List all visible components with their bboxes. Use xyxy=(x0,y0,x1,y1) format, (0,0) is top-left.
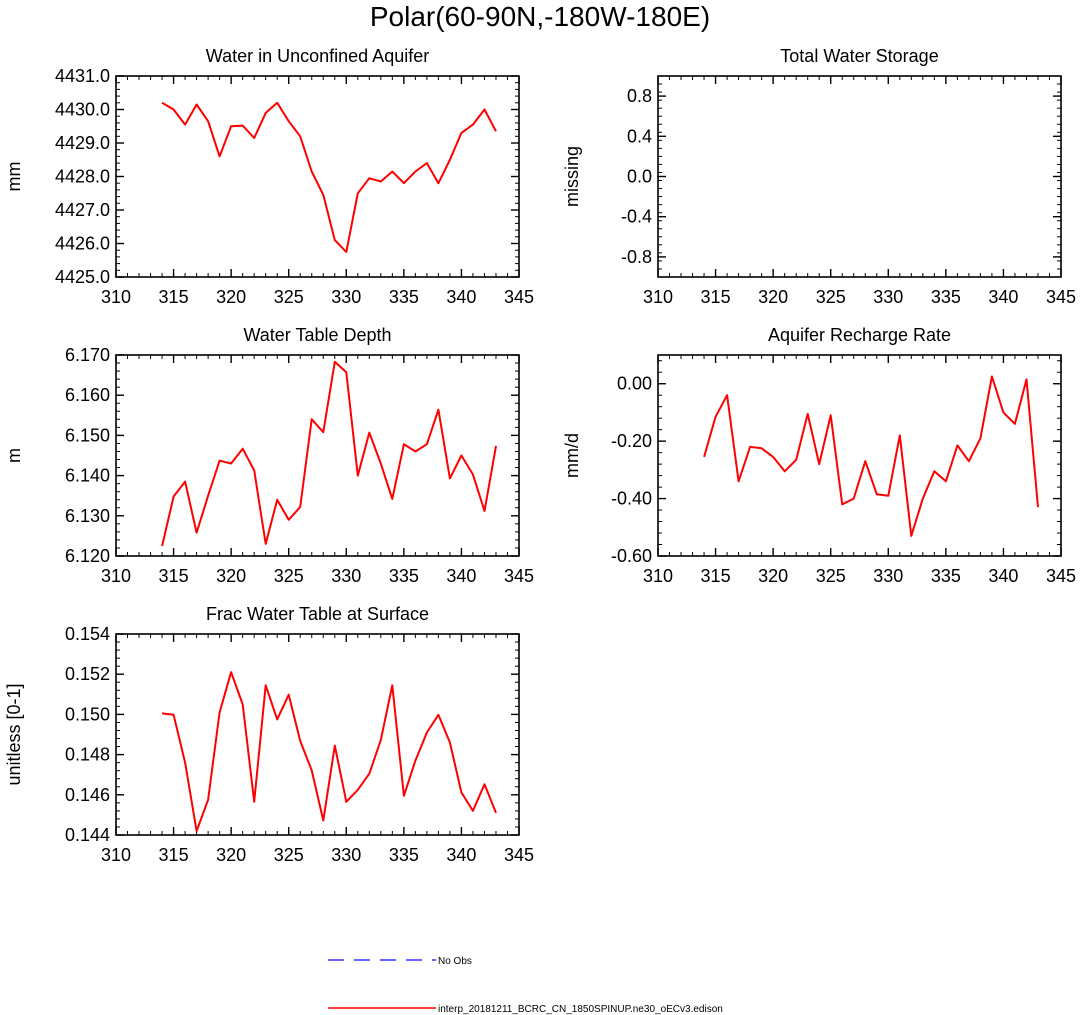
x-tick-label: 330 xyxy=(331,845,361,865)
y-tick-label: 0.148 xyxy=(65,745,110,765)
y-tick-label: 6.130 xyxy=(65,506,110,526)
plot-frame xyxy=(115,354,520,557)
x-tick-label: 320 xyxy=(216,566,246,586)
series-line-water-table-depth xyxy=(161,360,497,547)
y-tick-label: 0.0 xyxy=(627,167,652,187)
panel-title-water-table-depth: Water Table Depth xyxy=(243,325,391,345)
y-tick-label: 0.4 xyxy=(627,126,652,146)
y-tick-label: 0.152 xyxy=(65,664,110,684)
y-tick-label: 4430.0 xyxy=(55,100,110,120)
x-tick-label: 340 xyxy=(446,845,476,865)
x-tick-label: 315 xyxy=(159,845,189,865)
plot-frame xyxy=(657,354,1062,557)
y-axis-label: mm xyxy=(4,162,24,192)
panel-title-aquifer-recharge-rate: Aquifer Recharge Rate xyxy=(768,325,951,345)
chart-panels: Water in Unconfined Aquifer 310 315 320 325 3… xyxy=(4,46,1076,865)
x-tick-label: 315 xyxy=(701,287,731,307)
series-line-water-in-unconfined-aquifer xyxy=(161,101,497,253)
y-tick-label: 6.170 xyxy=(65,345,110,365)
y-tick-label: 6.140 xyxy=(65,466,110,486)
x-tick-label: 315 xyxy=(701,566,731,586)
x-tick-label: 345 xyxy=(504,287,534,307)
x-tick-label: 310 xyxy=(643,566,673,586)
y-tick-label: 0.154 xyxy=(65,624,110,644)
y-tick-label: 4429.0 xyxy=(55,133,110,153)
y-tick-label: 0.146 xyxy=(65,785,110,805)
y-tick-label: -0.60 xyxy=(611,546,652,566)
x-tick-label: 310 xyxy=(101,845,131,865)
panel-title-water-in-unconfined-aquifer: Water in Unconfined Aquifer xyxy=(206,46,429,66)
x-tick-label: 335 xyxy=(389,287,419,307)
y-axis-label: m xyxy=(4,448,24,463)
panel-frac-water-table-at-surface: Frac Water Table at Surface 310 315 320 325 3… xyxy=(4,604,534,865)
y-axis-label: mm/d xyxy=(562,433,582,478)
y-axis-label: missing xyxy=(562,146,582,207)
panel-title-frac-water-table-at-surface: Frac Water Table at Surface xyxy=(206,604,429,624)
x-tick-label: 335 xyxy=(931,566,961,586)
x-tick-label: 335 xyxy=(931,287,961,307)
plot-frame xyxy=(115,633,520,836)
y-tick-label: 6.120 xyxy=(65,546,110,566)
legend: No Obs interp_20181211_BCRC_CN_1850SPINU… xyxy=(328,956,723,1015)
y-tick-label: 4427.0 xyxy=(55,200,110,220)
y-tick-label: 0.00 xyxy=(617,374,652,394)
x-tick-label: 325 xyxy=(274,287,304,307)
x-tick-label: 340 xyxy=(446,287,476,307)
y-tick-label: -0.8 xyxy=(621,247,652,267)
y-tick-label: 0.144 xyxy=(65,825,110,845)
legend-label-model: interp_20181211_BCRC_CN_1850SPINUP.ne30_… xyxy=(438,1004,723,1015)
x-tick-label: 310 xyxy=(101,566,131,586)
x-tick-label: 325 xyxy=(274,566,304,586)
y-tick-label: 6.160 xyxy=(65,385,110,405)
x-tick-label: 315 xyxy=(159,287,189,307)
y-axis-label: unitless [0-1] xyxy=(4,683,24,785)
x-tick-label: 345 xyxy=(1046,287,1076,307)
y-tick-label: 4425.0 xyxy=(55,267,110,287)
y-tick-label: -0.20 xyxy=(611,431,652,451)
series-line-frac-water-table-at-surface xyxy=(161,671,497,832)
x-tick-label: 335 xyxy=(389,566,419,586)
x-tick-label: 335 xyxy=(389,845,419,865)
x-tick-label: 345 xyxy=(504,566,534,586)
y-tick-label: 4428.0 xyxy=(55,167,110,187)
x-tick-label: 340 xyxy=(988,566,1018,586)
y-tick-label: 4426.0 xyxy=(55,234,110,254)
y-tick-label: 6.150 xyxy=(65,425,110,445)
x-tick-label: 330 xyxy=(331,566,361,586)
panel-total-water-storage: Total Water Storage 310 315 320 325 330 335 340… xyxy=(562,46,1076,307)
panel-aquifer-recharge-rate: Aquifer Recharge Rate 310 315 320 325 330 335 3… xyxy=(562,325,1076,586)
x-tick-label: 310 xyxy=(643,287,673,307)
y-tick-label: 4431.0 xyxy=(55,66,110,86)
panel-water-table-depth: Water Table Depth 310 315 320 325 330 335 340 34… xyxy=(4,325,534,586)
x-tick-label: 340 xyxy=(446,566,476,586)
x-tick-label: 320 xyxy=(216,287,246,307)
panel-water-in-unconfined-aquifer: Water in Unconfined Aquifer 310 315 320 325 3… xyxy=(4,46,534,307)
series-line-aquifer-recharge-rate xyxy=(703,375,1039,537)
x-tick-label: 330 xyxy=(873,287,903,307)
x-tick-label: 345 xyxy=(1046,566,1076,586)
x-tick-label: 310 xyxy=(101,287,131,307)
x-tick-label: 315 xyxy=(159,566,189,586)
x-tick-label: 325 xyxy=(816,287,846,307)
y-tick-label: -0.40 xyxy=(611,489,652,509)
x-tick-label: 320 xyxy=(216,845,246,865)
x-tick-label: 320 xyxy=(758,566,788,586)
x-tick-label: 325 xyxy=(274,845,304,865)
panel-title-total-water-storage: Total Water Storage xyxy=(780,46,938,66)
y-tick-label: 0.150 xyxy=(65,704,110,724)
x-tick-label: 345 xyxy=(504,845,534,865)
x-tick-label: 330 xyxy=(873,566,903,586)
figure-title: Polar(60-90N,-180W-180E) xyxy=(370,1,710,32)
plot-frame xyxy=(657,75,1062,278)
plot-frame xyxy=(115,75,520,278)
legend-label-no-obs: No Obs xyxy=(438,956,472,967)
y-tick-label: -0.4 xyxy=(621,207,652,227)
x-tick-label: 340 xyxy=(988,287,1018,307)
y-tick-label: 0.8 xyxy=(627,86,652,106)
x-tick-label: 320 xyxy=(758,287,788,307)
x-tick-label: 325 xyxy=(816,566,846,586)
x-tick-label: 330 xyxy=(331,287,361,307)
